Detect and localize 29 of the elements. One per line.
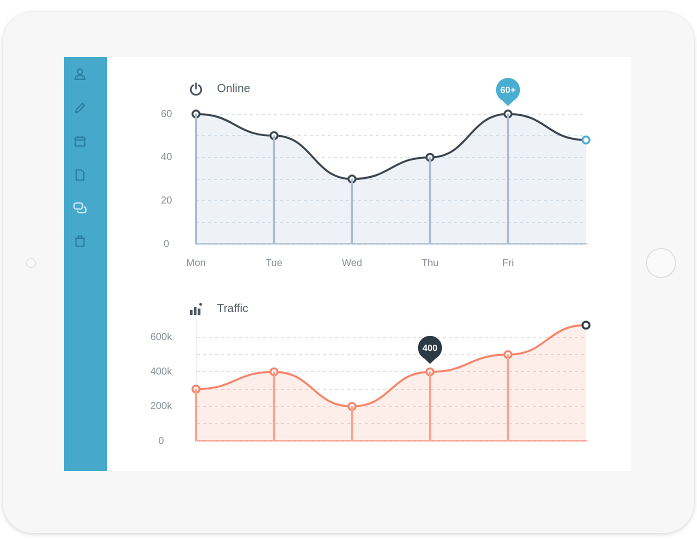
bar xyxy=(428,372,432,441)
x-tick-label: Mon xyxy=(186,258,206,269)
bar xyxy=(194,114,198,244)
y-tick-label: 0 xyxy=(164,238,170,250)
bar xyxy=(350,406,354,441)
bar xyxy=(506,114,510,244)
data-label: 400 xyxy=(422,342,438,353)
x-tick-label: Fri xyxy=(502,258,514,269)
point xyxy=(582,136,590,144)
x-tick-label: Tue xyxy=(266,258,283,269)
y-tick-label: 60 xyxy=(160,108,172,120)
bar xyxy=(350,178,354,244)
y-tick-label: 20 xyxy=(160,195,172,206)
chart-title: Traffic xyxy=(217,302,248,317)
bar xyxy=(506,354,510,441)
data-label: 60+ xyxy=(500,84,516,95)
x-tick-label: Wed xyxy=(342,258,362,269)
bar xyxy=(272,135,276,244)
y-tick-label: 40 xyxy=(160,152,172,164)
bar xyxy=(428,157,432,244)
x-tick-label: Thu xyxy=(421,258,439,269)
y-tick-label: 400k xyxy=(150,366,173,378)
y-tick-label: 200k xyxy=(150,401,173,412)
bar xyxy=(194,388,198,441)
y-tick-label: 0 xyxy=(158,436,164,447)
bar xyxy=(272,372,276,441)
point xyxy=(582,320,590,330)
chart-title: Online xyxy=(217,82,250,97)
y-tick-label: 600k xyxy=(150,332,173,344)
